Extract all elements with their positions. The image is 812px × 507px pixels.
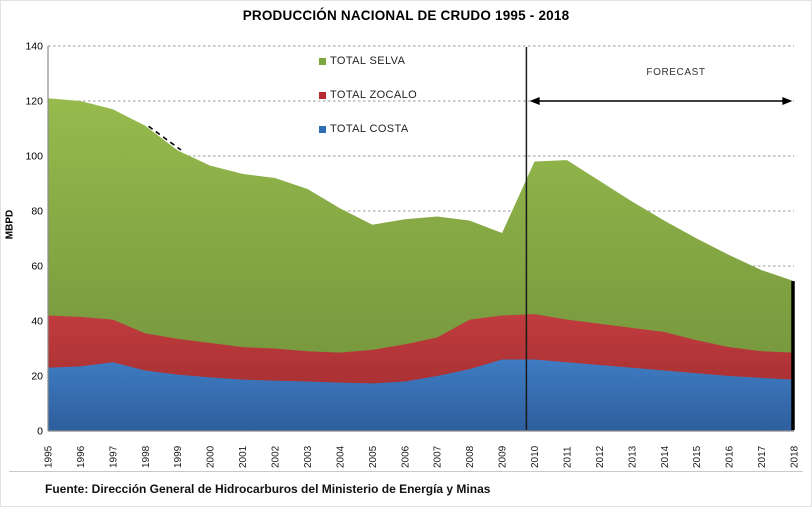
- legend-item-costa: TOTAL COSTA: [319, 123, 417, 135]
- x-tick-label: 2015: [692, 445, 703, 468]
- forecast-arrowhead-right-icon: [782, 97, 793, 105]
- x-tick-label: 2008: [465, 445, 476, 468]
- x-tick-label: 1995: [44, 445, 55, 468]
- x-tick-label: 1996: [76, 445, 87, 468]
- chart-title: PRODUCCIÓN NACIONAL DE CRUDO 1995 - 2018: [242, 8, 570, 23]
- x-tick-label: 1999: [173, 445, 184, 468]
- y-tick-label: 20: [31, 371, 43, 383]
- axes: [47, 46, 794, 432]
- forecast-arrowhead-left-icon: [529, 97, 540, 105]
- x-tick-label: 2001: [238, 445, 249, 468]
- x-tick-label: 2012: [595, 445, 606, 468]
- source-caption: Fuente: Dirección General de Hidrocarbur…: [45, 482, 491, 496]
- x-tick-label: 2017: [757, 445, 768, 468]
- y-tick-label: 120: [25, 96, 43, 108]
- y-tick-label: 80: [31, 206, 43, 218]
- x-tick-label: 2000: [206, 445, 217, 468]
- x-tick-label: 2003: [303, 445, 314, 468]
- chart-frame-bottom-divider: [9, 471, 803, 472]
- stacked-areas: [48, 98, 794, 431]
- area-total-costa: [48, 359, 794, 431]
- y-tick-label: 0: [37, 426, 43, 438]
- zocalo-swatch-icon: [319, 91, 326, 99]
- legend-label-costa: TOTAL COSTA: [330, 123, 409, 135]
- selva-swatch-icon: [319, 57, 326, 65]
- x-tick-label: 2002: [271, 445, 282, 468]
- x-tick-label: 2009: [498, 445, 509, 468]
- y-tick-label: 60: [31, 261, 43, 273]
- x-tick-label: 2004: [335, 445, 346, 468]
- x-tick-label: 2013: [627, 445, 638, 468]
- legend-item-zocalo: TOTAL ZOCALO: [319, 89, 417, 101]
- annotations: [148, 47, 795, 430]
- x-tick-label: 2016: [725, 445, 736, 468]
- x-tick-label: 2011: [562, 446, 573, 468]
- x-tick-label: 2014: [660, 445, 671, 468]
- x-tick-label: 2007: [433, 445, 444, 468]
- x-tick-label: 2018: [790, 445, 801, 468]
- x-tick-label: 2010: [530, 445, 541, 468]
- x-tick-label: 2006: [400, 445, 411, 468]
- y-tick-label: 140: [25, 41, 43, 53]
- costa-swatch-icon: [319, 125, 326, 133]
- legend-label-selva: TOTAL SELVA: [330, 55, 406, 67]
- dashed-trend-annotation: [148, 125, 182, 151]
- x-tick-label: 1997: [108, 445, 119, 468]
- y-tick-label: 40: [31, 316, 43, 328]
- x-tick-label: 2005: [368, 445, 379, 468]
- legend-item-selva: TOTAL SELVA: [319, 55, 417, 67]
- legend: TOTAL SELVA TOTAL ZOCALO TOTAL COSTA: [319, 55, 417, 157]
- x-tick-label: 1998: [141, 445, 152, 468]
- forecast-annotation-label: FORECAST: [646, 67, 706, 78]
- tick-labels: 0 20 40 60 80 100 120 140 1995 1996 1997 1998 1999 20…: [25, 41, 800, 469]
- legend-label-zocalo: TOTAL ZOCALO: [330, 89, 418, 101]
- y-tick-label: 100: [25, 151, 43, 163]
